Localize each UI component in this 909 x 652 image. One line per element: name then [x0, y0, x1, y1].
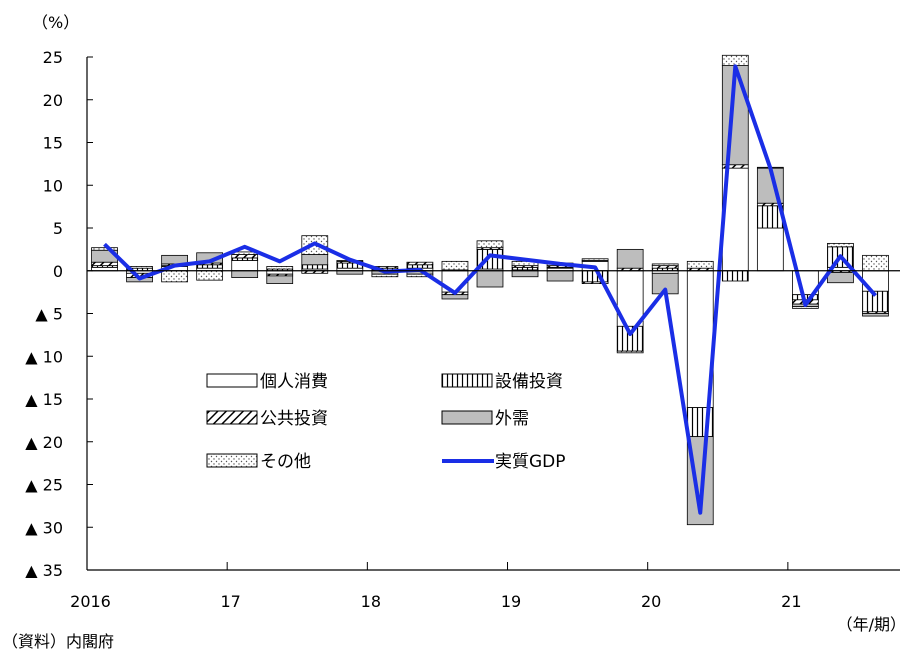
bar-segment-1-15	[616, 325, 644, 352]
y-tick-label-2: 15	[43, 134, 63, 153]
bar-segment-2-9	[406, 261, 434, 266]
bar-segment-3-10	[441, 294, 469, 300]
bar-segment-4-17	[686, 260, 714, 269]
bar-segment-2-4	[231, 254, 259, 259]
bar-segment-4-2	[161, 270, 188, 283]
x-tick-label-5: 21	[781, 592, 801, 611]
bar-segment-4-21	[827, 242, 854, 248]
bar-segment-0-15	[616, 270, 644, 327]
bar-segment-0-4	[231, 260, 259, 272]
legend-label-0: 個人消費	[260, 372, 328, 392]
bar-segment-4-9	[406, 273, 434, 278]
source-note: （資料）内閣府	[2, 632, 115, 651]
bar-segment-3-13	[546, 270, 574, 282]
y-tick-label-3: 10	[43, 176, 63, 195]
bar-segment-3-6	[301, 254, 329, 266]
y-tick-label-6: ▲ 5	[35, 305, 63, 324]
bar-segment-1-9	[406, 264, 434, 269]
legend-swatch-2	[206, 410, 258, 425]
bar-segment-4-8	[371, 273, 399, 278]
bar-segment-4-0	[91, 247, 118, 251]
y-tick-label-11: ▲ 30	[25, 518, 63, 537]
legend-label-3: 外需	[495, 409, 529, 429]
y-tick-label-7: ▲ 10	[25, 347, 63, 366]
legend-swatch-0	[206, 373, 258, 388]
bar-segment-4-5	[266, 266, 294, 270]
bar-segment-3-4	[231, 270, 259, 278]
x-tick-label-0: 2016	[70, 592, 111, 611]
bar-segment-3-5	[266, 275, 294, 284]
y-tick-label-4: 5	[53, 219, 63, 238]
bar-segment-1-6	[301, 264, 329, 270]
bar-segment-1-18	[721, 270, 749, 282]
bar-segment-3-12	[511, 270, 539, 278]
bar-segment-2-14	[581, 281, 609, 284]
legend-swatch-4	[206, 453, 258, 468]
x-tick-label-3: 19	[501, 592, 521, 611]
x-tick-label-1: 17	[220, 592, 240, 611]
bar-segment-3-11	[476, 270, 504, 288]
bar-segment-4-14	[581, 258, 609, 261]
legend-label-4: その他	[260, 452, 311, 472]
y-tick-label-5: 0	[53, 262, 63, 281]
x-tick-label-4: 20	[641, 592, 661, 611]
bar-segment-2-0	[91, 261, 118, 267]
y-tick-label-10: ▲ 25	[25, 476, 63, 495]
x-axis-label: （年/期）	[837, 615, 906, 634]
bar-segment-0-19	[756, 227, 784, 272]
bar-segment-1-14	[581, 270, 609, 283]
gdp-line-layer	[103, 64, 877, 515]
bar-segment-4-11	[476, 240, 504, 249]
legend-label-1: 設備投資	[495, 372, 563, 392]
gdp-line	[103, 64, 877, 515]
bar-segment-4-3	[196, 270, 224, 281]
y-tick-label-9: ▲ 20	[25, 433, 63, 452]
y-tick-label-8: ▲ 15	[25, 390, 63, 409]
bar-segment-3-22	[862, 313, 889, 317]
x-tick-label-2: 18	[361, 592, 381, 611]
legend-swatch-3	[441, 410, 493, 425]
legend-label-2: 公共投資	[260, 409, 328, 429]
bar-segment-4-15	[616, 350, 644, 354]
bar-segment-1-3	[196, 264, 224, 269]
legend-label-5: 実質GDP	[495, 452, 566, 472]
bar-segment-3-21	[827, 272, 854, 284]
legend-swatch-1	[441, 373, 493, 388]
bar-segment-3-15	[616, 248, 644, 269]
bar-segment-4-10	[441, 260, 469, 271]
bar-segment-4-16	[651, 263, 679, 267]
y-unit-label: （%）	[32, 13, 79, 32]
bar-segment-4-22	[862, 254, 889, 272]
bar-segment-4-18	[721, 54, 749, 66]
y-tick-label-12: ▲ 35	[25, 561, 63, 580]
y-tick-label-0: 25	[43, 48, 63, 67]
y-tick-label-1: 20	[43, 91, 63, 110]
